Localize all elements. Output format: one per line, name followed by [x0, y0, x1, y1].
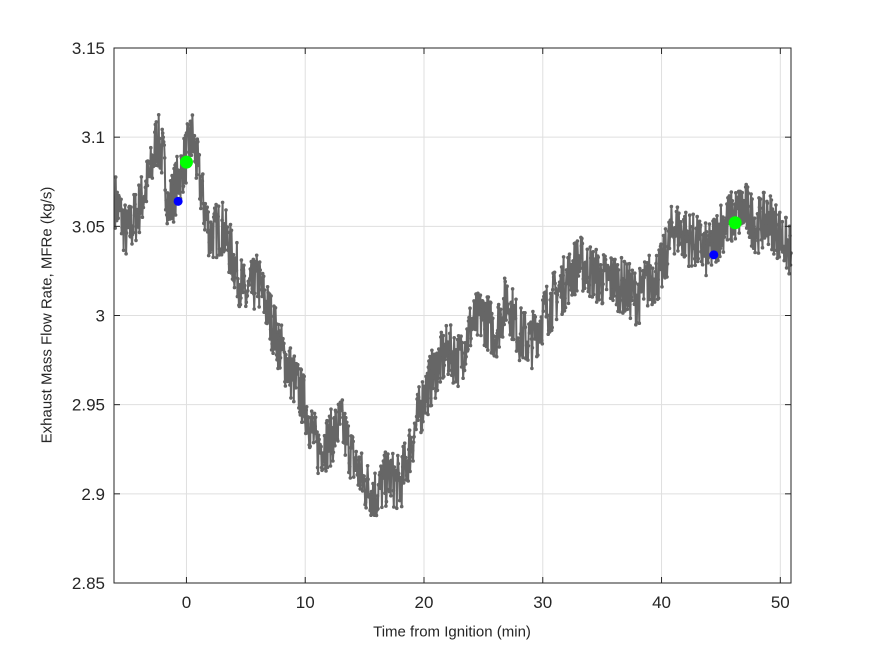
x-tick-label: 20	[415, 593, 434, 612]
y-tick-label: 3.15	[72, 39, 105, 58]
axis-ticks	[114, 47, 791, 584]
green-marker-1	[179, 155, 193, 169]
y-axis-label: Exhaust Mass Flow Rate, MFRe (kg/s)	[38, 186, 56, 444]
y-tick-labels: 2.85 2.9 2.95 3 3.05 3.1 3.15	[72, 39, 105, 593]
x-tick-label: 10	[296, 593, 315, 612]
x-tick-label: 50	[771, 593, 790, 612]
x-tick-label: 30	[533, 593, 552, 612]
y-tick-label: 3	[96, 307, 105, 326]
y-tick-label: 3.1	[81, 128, 105, 147]
data-series-mfre	[113, 113, 793, 518]
x-axis-label: Time from Ignition (min)	[373, 623, 531, 641]
green-marker-2	[728, 216, 742, 230]
highlight-markers	[173, 155, 742, 260]
blue-marker-1	[173, 196, 183, 206]
blue-marker-2	[709, 250, 719, 260]
x-tick-label: 0	[182, 593, 191, 612]
x-tick-label: 40	[652, 593, 671, 612]
y-tick-label: 2.95	[72, 396, 105, 415]
y-tick-label: 2.85	[72, 574, 105, 593]
x-tick-labels: 0 10 20 30 40 50	[182, 593, 790, 612]
y-tick-label: 3.05	[72, 217, 105, 236]
y-tick-label: 2.9	[81, 485, 105, 504]
